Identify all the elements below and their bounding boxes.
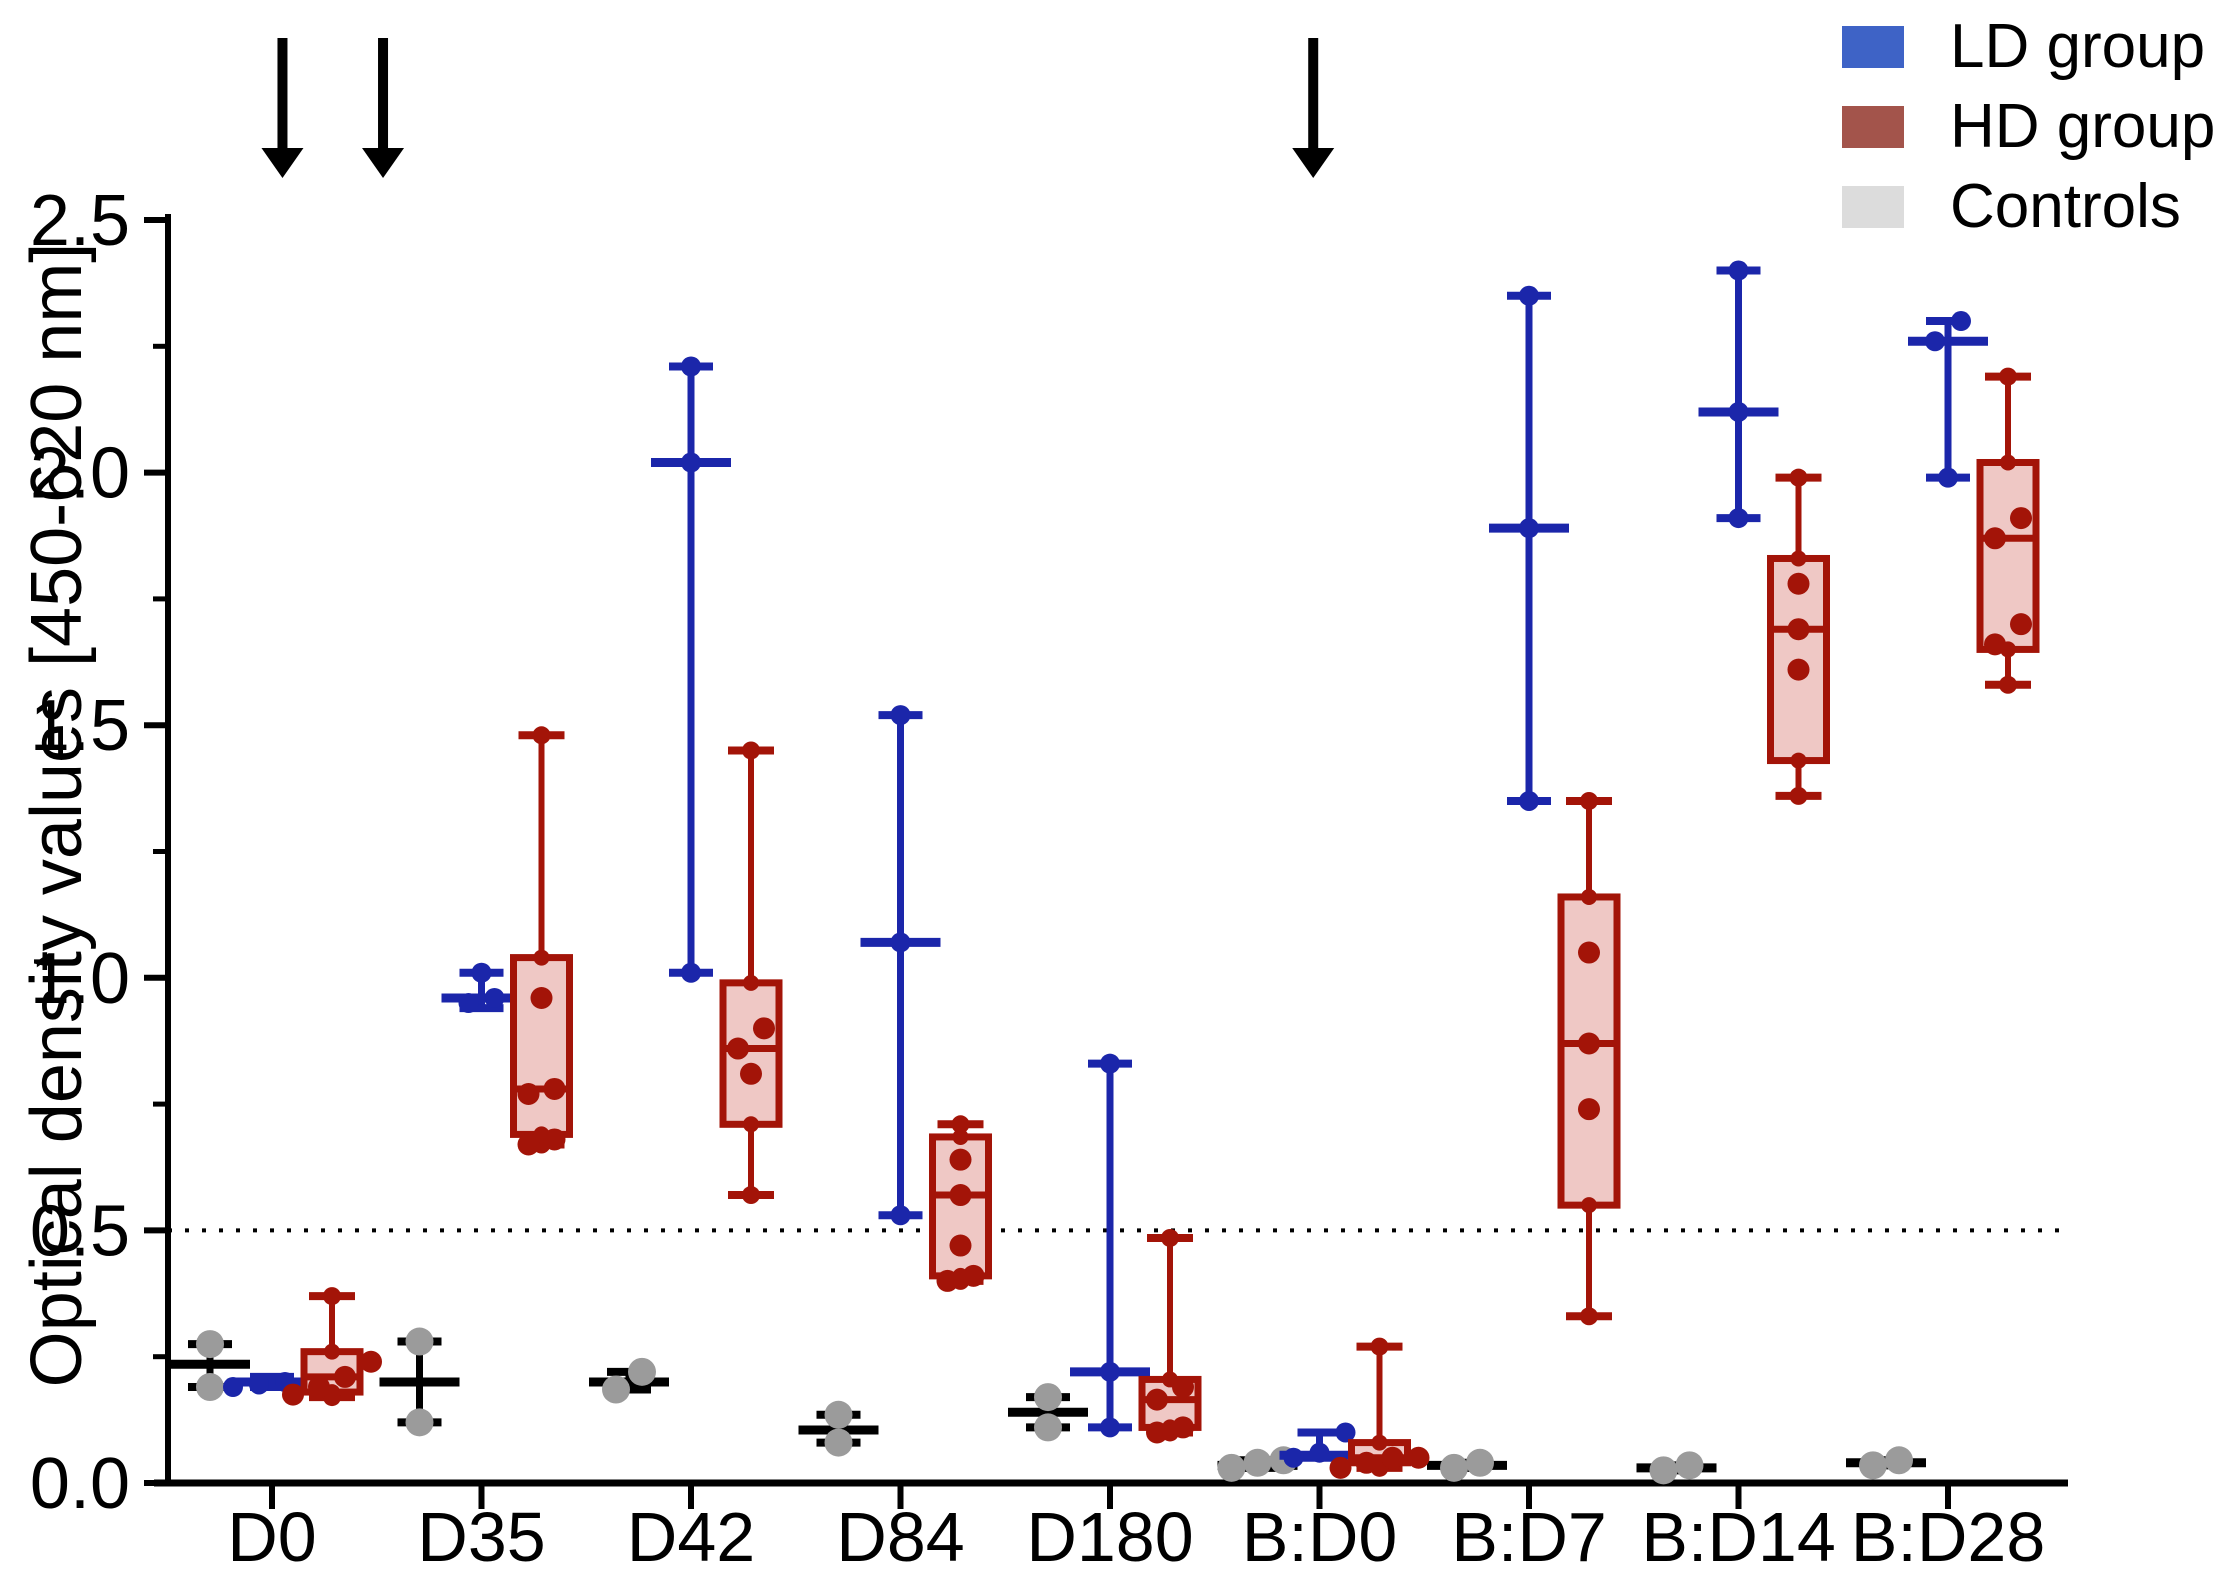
x-tick-label-B:D14: B:D14 — [1641, 1498, 1836, 1571]
legend-item-hd-group: HD group — [1842, 96, 2215, 158]
controls-plot-B:D14 — [1636, 1451, 1717, 1485]
hd-plot-B:D7 — [1557, 791, 1621, 1326]
hd-plot-D35 — [510, 726, 573, 1156]
x-tick-label-D180: D180 — [1026, 1498, 1193, 1571]
ld-plot-B:D0 — [1279, 1422, 1360, 1468]
x-tick-label-D35: D35 — [417, 1498, 545, 1571]
controls-plot-B:D7 — [1427, 1448, 1507, 1482]
hd-plot-B:D28 — [1976, 367, 2040, 694]
y-axis-title: Optical density values [450-620 nm] — [17, 242, 97, 1388]
x-tick-label-B:D7: B:D7 — [1451, 1498, 1607, 1571]
ld-plot-B:D7 — [1489, 285, 1569, 811]
legend: LD group HD group Controls — [1842, 16, 2215, 238]
controls-plot-B:D28 — [1846, 1446, 1926, 1480]
controls-plot-D42 — [589, 1357, 669, 1404]
ld-plot-D84 — [860, 705, 941, 1226]
x-tick-label-D0: D0 — [227, 1498, 316, 1571]
y-tick-label: 0.0 — [30, 1444, 130, 1524]
controls-plot-B:D0 — [1217, 1446, 1298, 1482]
y-tick-label: 2.0 — [30, 434, 130, 514]
y-tick-label: 1.0 — [30, 939, 130, 1019]
x-tick-label-B:D0: B:D0 — [1242, 1498, 1398, 1571]
controls-plot-D0 — [170, 1330, 250, 1402]
ld-group-swatch-icon — [1842, 26, 1904, 68]
down-arrow-icon-3 — [1292, 38, 1335, 178]
y-tick-label: 2.5 — [30, 181, 130, 261]
legend-label-ld-group: LD group — [1950, 12, 2206, 81]
ld-plot-D35 — [441, 962, 522, 1014]
hd-plot-D42 — [719, 741, 783, 1205]
controls-plot-D35 — [379, 1327, 460, 1437]
legend-item-ld-group: LD group — [1842, 16, 2215, 78]
hd-plot-D180 — [1138, 1228, 1202, 1444]
x-tick-label-B:D28: B:D28 — [1851, 1498, 2046, 1571]
hd-group-swatch-icon — [1842, 106, 1904, 148]
hd-plot-B:D14 — [1767, 468, 1830, 805]
x-tick-label-D42: D42 — [627, 1498, 755, 1571]
hd-plot-B:D0 — [1329, 1337, 1430, 1479]
ld-plot-B:D28 — [1908, 311, 1988, 488]
legend-label-hd-group: HD group — [1950, 92, 2216, 161]
x-tick-label-D84: D84 — [836, 1498, 964, 1571]
hd-plot-D84 — [929, 1115, 992, 1292]
legend-item-controls: Controls — [1842, 176, 2215, 238]
ld-plot-D0 — [223, 1366, 321, 1398]
y-tick-label: 1.5 — [30, 686, 130, 766]
controls-swatch-icon — [1842, 186, 1904, 228]
controls-plot-D180 — [1008, 1383, 1088, 1442]
y-tick-label: 0.5 — [30, 1191, 130, 1271]
ld-plot-D42 — [651, 356, 731, 983]
hd-plot-D0 — [282, 1287, 382, 1407]
down-arrow-icon-2 — [362, 38, 405, 178]
legend-label-controls: Controls — [1950, 172, 2181, 241]
axes: 0.0 0.5 1.0 1.5 2.0 2.5 D0 D35 D42 D84 D180 B:D0 B:D… — [30, 181, 2068, 1571]
down-arrow-icon-1 — [261, 38, 304, 178]
ld-plot-D180 — [1070, 1053, 1150, 1438]
controls-plot-D84 — [798, 1400, 879, 1457]
ld-plot-B:D14 — [1698, 260, 1779, 529]
